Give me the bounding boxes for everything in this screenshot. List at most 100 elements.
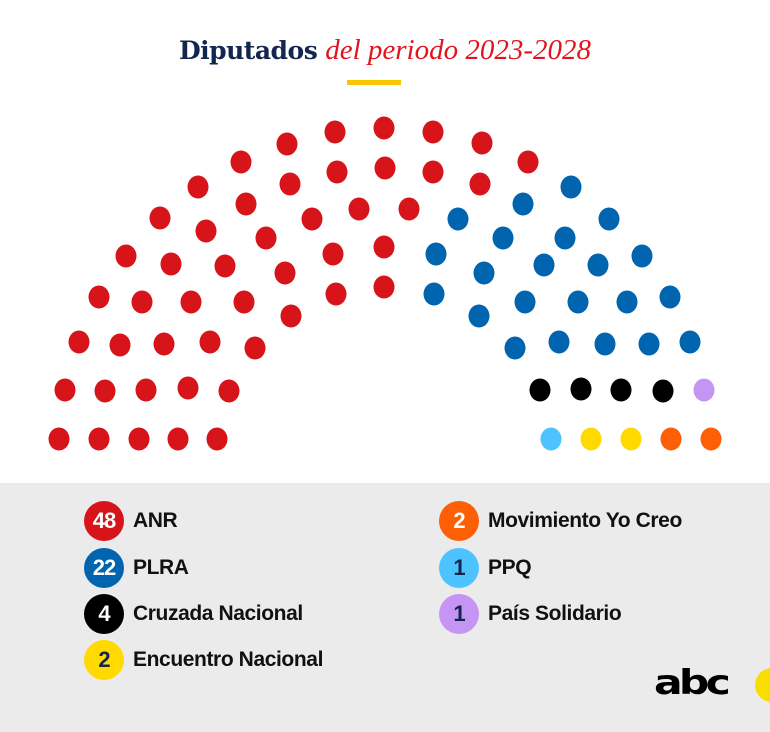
seat-anr [48, 427, 70, 451]
party-name: ANR [133, 509, 178, 532]
seat-anr [398, 197, 420, 221]
seat-anr [195, 219, 217, 243]
title-bold: Diputados [178, 36, 318, 65]
seat-anr [153, 332, 175, 356]
seat-movimiento-yo-creo [700, 427, 722, 451]
seat-anr [187, 175, 209, 199]
seat-plra [638, 332, 660, 356]
seat-anr [373, 235, 395, 259]
parliament-hemicycle [48, 116, 722, 451]
seat-anr [301, 207, 323, 231]
seat-anr [167, 427, 189, 451]
seat-count-badge: 4 [84, 594, 124, 634]
seat-movimiento-yo-creo [660, 427, 682, 451]
seat-anr [177, 376, 199, 400]
party-name: Movimiento Yo Creo [488, 509, 682, 532]
seat-plra [512, 192, 534, 216]
seat-anr [131, 290, 153, 314]
seat-plra [468, 304, 490, 328]
seat-plra [504, 336, 526, 360]
seat-count-badge: 22 [84, 548, 124, 588]
seat-anr [206, 427, 228, 451]
seat-anr [68, 330, 90, 354]
logo-dot [755, 668, 770, 702]
seat-cruzada-nacional [529, 378, 551, 402]
party-name: PLRA [133, 556, 189, 579]
seat-plra [616, 290, 638, 314]
seat-anr [135, 378, 157, 402]
seat-anr [233, 290, 255, 314]
seat-count-badge: 2 [84, 640, 124, 680]
seat-anr [324, 120, 346, 144]
seat-anr [469, 172, 491, 196]
seat-anr [422, 160, 444, 184]
seat-anr [128, 427, 150, 451]
seat-plra [631, 244, 653, 268]
seat-anr [160, 252, 182, 276]
seat-plra [548, 330, 570, 354]
seat-plra [514, 290, 536, 314]
seat-anr [180, 290, 202, 314]
seat-plra [423, 282, 445, 306]
seat-anr [276, 132, 298, 156]
seat-anr [230, 150, 252, 174]
seat-plra [492, 226, 514, 250]
legend-item: 4 Cruzada Nacional [84, 594, 303, 634]
seat-plra [587, 253, 609, 277]
seat-plra [447, 207, 469, 231]
seat-plra [594, 332, 616, 356]
seat-encuentro-nacional [620, 427, 642, 451]
seat-anr [235, 192, 257, 216]
seat-plra [560, 175, 582, 199]
seat-anr [326, 160, 348, 184]
seat-count-badge: 1 [439, 548, 479, 588]
seat-plra [679, 330, 701, 354]
seat-anr [348, 197, 370, 221]
title-italic: del periodo 2023-2028 [325, 34, 592, 66]
legend-panel [0, 483, 770, 732]
seat-anr [274, 261, 296, 285]
legend-item: 2 Movimiento Yo Creo [439, 501, 682, 541]
seat-plra [567, 290, 589, 314]
legend-item: 22 PLRA [84, 548, 189, 588]
seat-ppq [540, 427, 562, 451]
party-name: PPQ [488, 556, 532, 579]
abc-logo: abc [654, 663, 731, 703]
legend-item: 48 ANR [84, 501, 178, 541]
seat-cruzada-nacional [570, 377, 592, 401]
party-name: Encuentro Nacional [133, 648, 324, 671]
seat-anr [54, 378, 76, 402]
seat-anr [88, 285, 110, 309]
seat-pa-s-solidario [693, 378, 715, 402]
seat-plra [598, 207, 620, 231]
seat-count-badge: 1 [439, 594, 479, 634]
seat-count-badge: 2 [439, 501, 479, 541]
seat-anr [115, 244, 137, 268]
seat-anr [422, 120, 444, 144]
page-title: Diputados del periodo 2023-2028 [0, 34, 770, 67]
seat-anr [94, 379, 116, 403]
seat-anr [279, 172, 301, 196]
seat-anr [149, 206, 171, 230]
seat-anr [218, 379, 240, 403]
seat-count-badge: 48 [84, 501, 124, 541]
seat-plra [554, 226, 576, 250]
seat-encuentro-nacional [580, 427, 602, 451]
seat-anr [322, 242, 344, 266]
party-name: Cruzada Nacional [133, 602, 303, 625]
seat-anr [109, 333, 131, 357]
seat-anr [214, 254, 236, 278]
seat-anr [373, 116, 395, 140]
seat-anr [255, 226, 277, 250]
seat-cruzada-nacional [652, 379, 674, 403]
seat-anr [199, 330, 221, 354]
seat-anr [280, 304, 302, 328]
seat-plra [533, 253, 555, 277]
seat-plra [659, 285, 681, 309]
seat-anr [373, 275, 395, 299]
title-underline [347, 80, 401, 85]
seat-anr [244, 336, 266, 360]
seat-anr [325, 282, 347, 306]
seat-anr [517, 150, 539, 174]
seat-anr [88, 427, 110, 451]
